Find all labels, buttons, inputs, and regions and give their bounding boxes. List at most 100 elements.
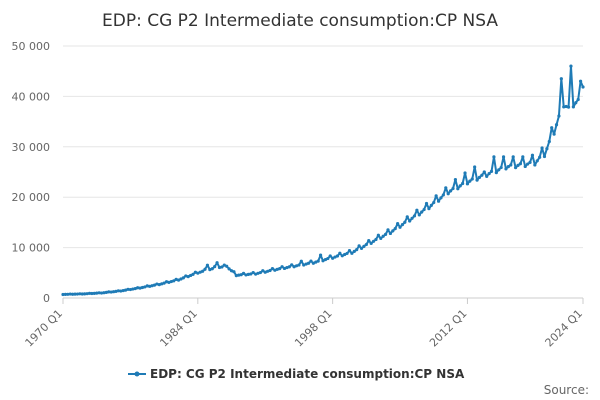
data-point[interactable] [198, 270, 202, 274]
data-point[interactable] [429, 203, 433, 207]
data-point[interactable] [526, 162, 530, 166]
data-point[interactable] [456, 187, 460, 191]
data-point[interactable] [280, 265, 284, 269]
data-point[interactable] [482, 170, 486, 174]
data-point[interactable] [554, 123, 559, 127]
data-point[interactable] [282, 266, 287, 271]
data-point[interactable] [328, 254, 332, 258]
data-point[interactable] [417, 213, 421, 217]
data-point[interactable] [121, 288, 125, 293]
data-point[interactable] [87, 291, 92, 295]
data-point[interactable] [355, 248, 359, 252]
data-point[interactable] [569, 64, 573, 68]
data-point[interactable] [408, 219, 412, 223]
data-point[interactable] [237, 273, 241, 277]
data-point[interactable] [196, 271, 200, 275]
data-point[interactable] [275, 267, 279, 271]
data-point[interactable] [338, 251, 342, 255]
data-point[interactable] [205, 263, 210, 267]
data-point[interactable] [225, 264, 229, 268]
data-point[interactable] [513, 166, 518, 170]
data-point[interactable] [270, 267, 275, 271]
data-point[interactable] [335, 254, 340, 258]
data-point[interactable] [222, 263, 226, 267]
data-point[interactable] [444, 186, 448, 190]
data-point[interactable] [571, 105, 575, 109]
data-point[interactable] [227, 267, 231, 271]
data-point[interactable] [63, 292, 68, 297]
data-point[interactable] [75, 292, 80, 296]
data-point[interactable] [311, 261, 315, 265]
data-point[interactable] [326, 256, 330, 261]
data-point[interactable] [333, 255, 337, 259]
data-point[interactable] [381, 234, 385, 238]
data-point[interactable] [251, 270, 255, 275]
data-point[interactable] [162, 281, 166, 285]
data-point[interactable] [145, 284, 149, 288]
data-point[interactable] [97, 291, 101, 295]
data-point[interactable] [424, 201, 429, 206]
data-point[interactable] [80, 292, 84, 296]
data-point[interactable] [376, 233, 380, 237]
data-point[interactable] [458, 184, 462, 188]
data-point[interactable] [174, 277, 178, 281]
data-point[interactable] [157, 283, 161, 287]
data-point[interactable] [410, 216, 414, 220]
data-point[interactable] [210, 267, 214, 271]
data-point[interactable] [374, 237, 378, 242]
data-point[interactable] [540, 146, 544, 150]
data-point[interactable] [256, 271, 260, 275]
data-point[interactable] [203, 267, 207, 271]
data-point[interactable] [475, 178, 479, 182]
data-point[interactable] [581, 85, 585, 89]
data-point[interactable] [229, 269, 234, 273]
data-point[interactable] [574, 101, 578, 105]
data-point[interactable] [538, 155, 542, 159]
data-point[interactable] [489, 169, 494, 173]
data-point[interactable] [314, 260, 318, 264]
data-point[interactable] [528, 160, 532, 164]
data-point[interactable] [359, 246, 364, 250]
data-point[interactable] [497, 168, 501, 172]
data-point[interactable] [68, 292, 72, 296]
data-point[interactable] [316, 259, 320, 263]
data-point[interactable] [213, 265, 217, 269]
data-point[interactable] [564, 104, 568, 109]
data-point[interactable] [287, 265, 291, 269]
data-point[interactable] [306, 261, 311, 265]
data-point[interactable] [193, 270, 198, 274]
data-point[interactable] [232, 270, 236, 274]
data-point[interactable] [258, 270, 263, 275]
data-point[interactable] [511, 155, 515, 159]
data-point[interactable] [492, 155, 496, 159]
data-point[interactable] [188, 273, 193, 278]
data-point[interactable] [516, 163, 520, 167]
data-point[interactable] [119, 289, 123, 293]
data-point[interactable] [128, 287, 133, 292]
data-point[interactable] [550, 126, 554, 130]
data-point[interactable] [181, 276, 185, 280]
data-point[interactable] [542, 154, 547, 159]
data-point[interactable] [530, 153, 535, 157]
data-point[interactable] [90, 291, 94, 296]
data-point[interactable] [179, 277, 183, 281]
data-point[interactable] [152, 283, 157, 287]
data-point[interactable] [545, 147, 549, 151]
data-point[interactable] [176, 278, 181, 282]
data-point[interactable] [427, 207, 431, 211]
data-point[interactable] [266, 269, 270, 273]
data-point[interactable] [111, 290, 116, 294]
data-point[interactable] [61, 292, 65, 297]
data-point[interactable] [432, 200, 436, 205]
data-point[interactable] [261, 269, 265, 273]
data-point[interactable] [138, 286, 142, 290]
data-point[interactable] [509, 163, 513, 167]
data-point[interactable] [405, 215, 409, 219]
data-point[interactable] [126, 287, 130, 291]
data-point[interactable] [357, 244, 361, 248]
data-point[interactable] [446, 192, 450, 196]
data-point[interactable] [155, 282, 159, 286]
data-point[interactable] [552, 132, 556, 136]
data-point[interactable] [412, 214, 417, 218]
data-point[interactable] [83, 292, 87, 296]
